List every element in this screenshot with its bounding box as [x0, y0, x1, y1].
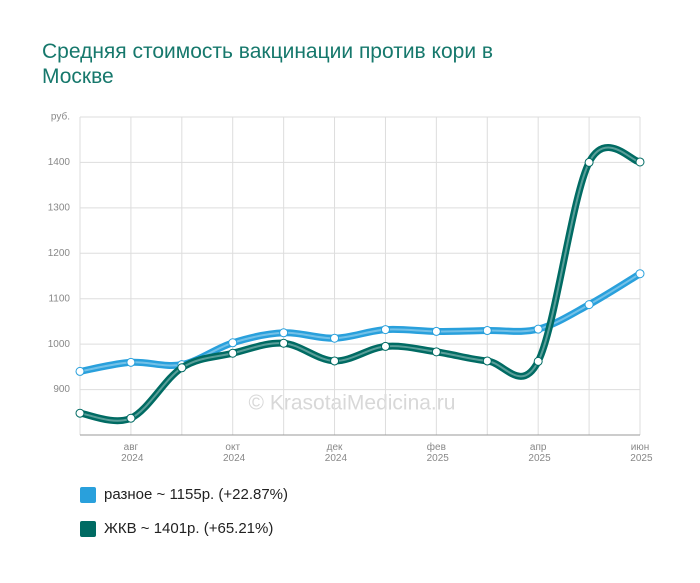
- data-point: [584, 300, 594, 310]
- x-tick-label: дек 2024: [322, 442, 347, 464]
- x-tick-label: апр 2025: [526, 442, 551, 464]
- data-point: [75, 366, 85, 376]
- series-line: [79, 144, 641, 425]
- data-point: [482, 356, 492, 366]
- x-tick-label: июн 2025: [627, 442, 652, 464]
- y-tick-label: 1200: [48, 248, 71, 259]
- data-point: [533, 356, 543, 366]
- data-point: [126, 357, 136, 367]
- x-tick-part: 2024: [118, 453, 143, 464]
- chart-title: Средняя стоимость вакцинации против кори…: [42, 40, 499, 88]
- x-tick-part: авг: [124, 442, 139, 453]
- data-point: [584, 157, 594, 167]
- data-point: [330, 356, 340, 366]
- x-tick-part: фев: [427, 441, 446, 453]
- data-point: [126, 413, 136, 423]
- legend-swatch: [80, 521, 96, 537]
- x-tick-part: окт: [225, 442, 240, 453]
- data-point: [330, 333, 340, 343]
- x-tick-label: фев 2025: [424, 441, 449, 464]
- title-text: Москве: [42, 65, 114, 88]
- x-tick-label: окт 2024: [220, 442, 245, 464]
- data-point: [533, 324, 543, 334]
- title-text: Средняя стоимость вакцинации против кори…: [42, 40, 499, 63]
- data-point: [431, 326, 441, 336]
- data-point: [228, 348, 238, 358]
- data-point: [482, 326, 492, 336]
- legend-label: ЖКВ ~ 1401р. (+65.21%): [104, 520, 273, 537]
- y-tick-label: руб.: [51, 111, 70, 123]
- legend-swatch: [80, 487, 96, 503]
- data-point: [380, 325, 390, 335]
- data-point: [279, 328, 289, 338]
- data-point: [279, 338, 289, 348]
- y-tick-label: 1000: [48, 339, 71, 350]
- data-point: [380, 341, 390, 351]
- x-tick-part: 2025: [627, 453, 652, 464]
- data-point: [431, 347, 441, 357]
- x-tick-part: апр: [530, 442, 547, 453]
- y-tick-label: 1400: [48, 157, 71, 168]
- watermark: © KrasotaiMedicina.ru: [249, 392, 456, 415]
- x-tick-part: 2024: [322, 453, 347, 464]
- x-tick-part: 2025: [424, 453, 449, 464]
- y-tick-label: 1300: [48, 202, 71, 213]
- data-point: [177, 363, 187, 373]
- x-tick-label: авг 2024: [118, 442, 143, 464]
- x-tick-part: дек: [327, 442, 343, 453]
- data-point: [635, 269, 645, 279]
- legend-label: разное ~ 1155р. (+22.87%): [104, 486, 288, 503]
- x-tick-part: июн: [631, 442, 650, 453]
- data-point: [75, 408, 85, 418]
- data-point: [228, 338, 238, 348]
- y-tick-label: 1100: [48, 293, 70, 304]
- x-tick-part: 2024: [220, 453, 245, 464]
- data-point: [635, 157, 645, 167]
- y-tick-label: 900: [53, 384, 70, 395]
- x-tick-part: 2025: [526, 453, 551, 464]
